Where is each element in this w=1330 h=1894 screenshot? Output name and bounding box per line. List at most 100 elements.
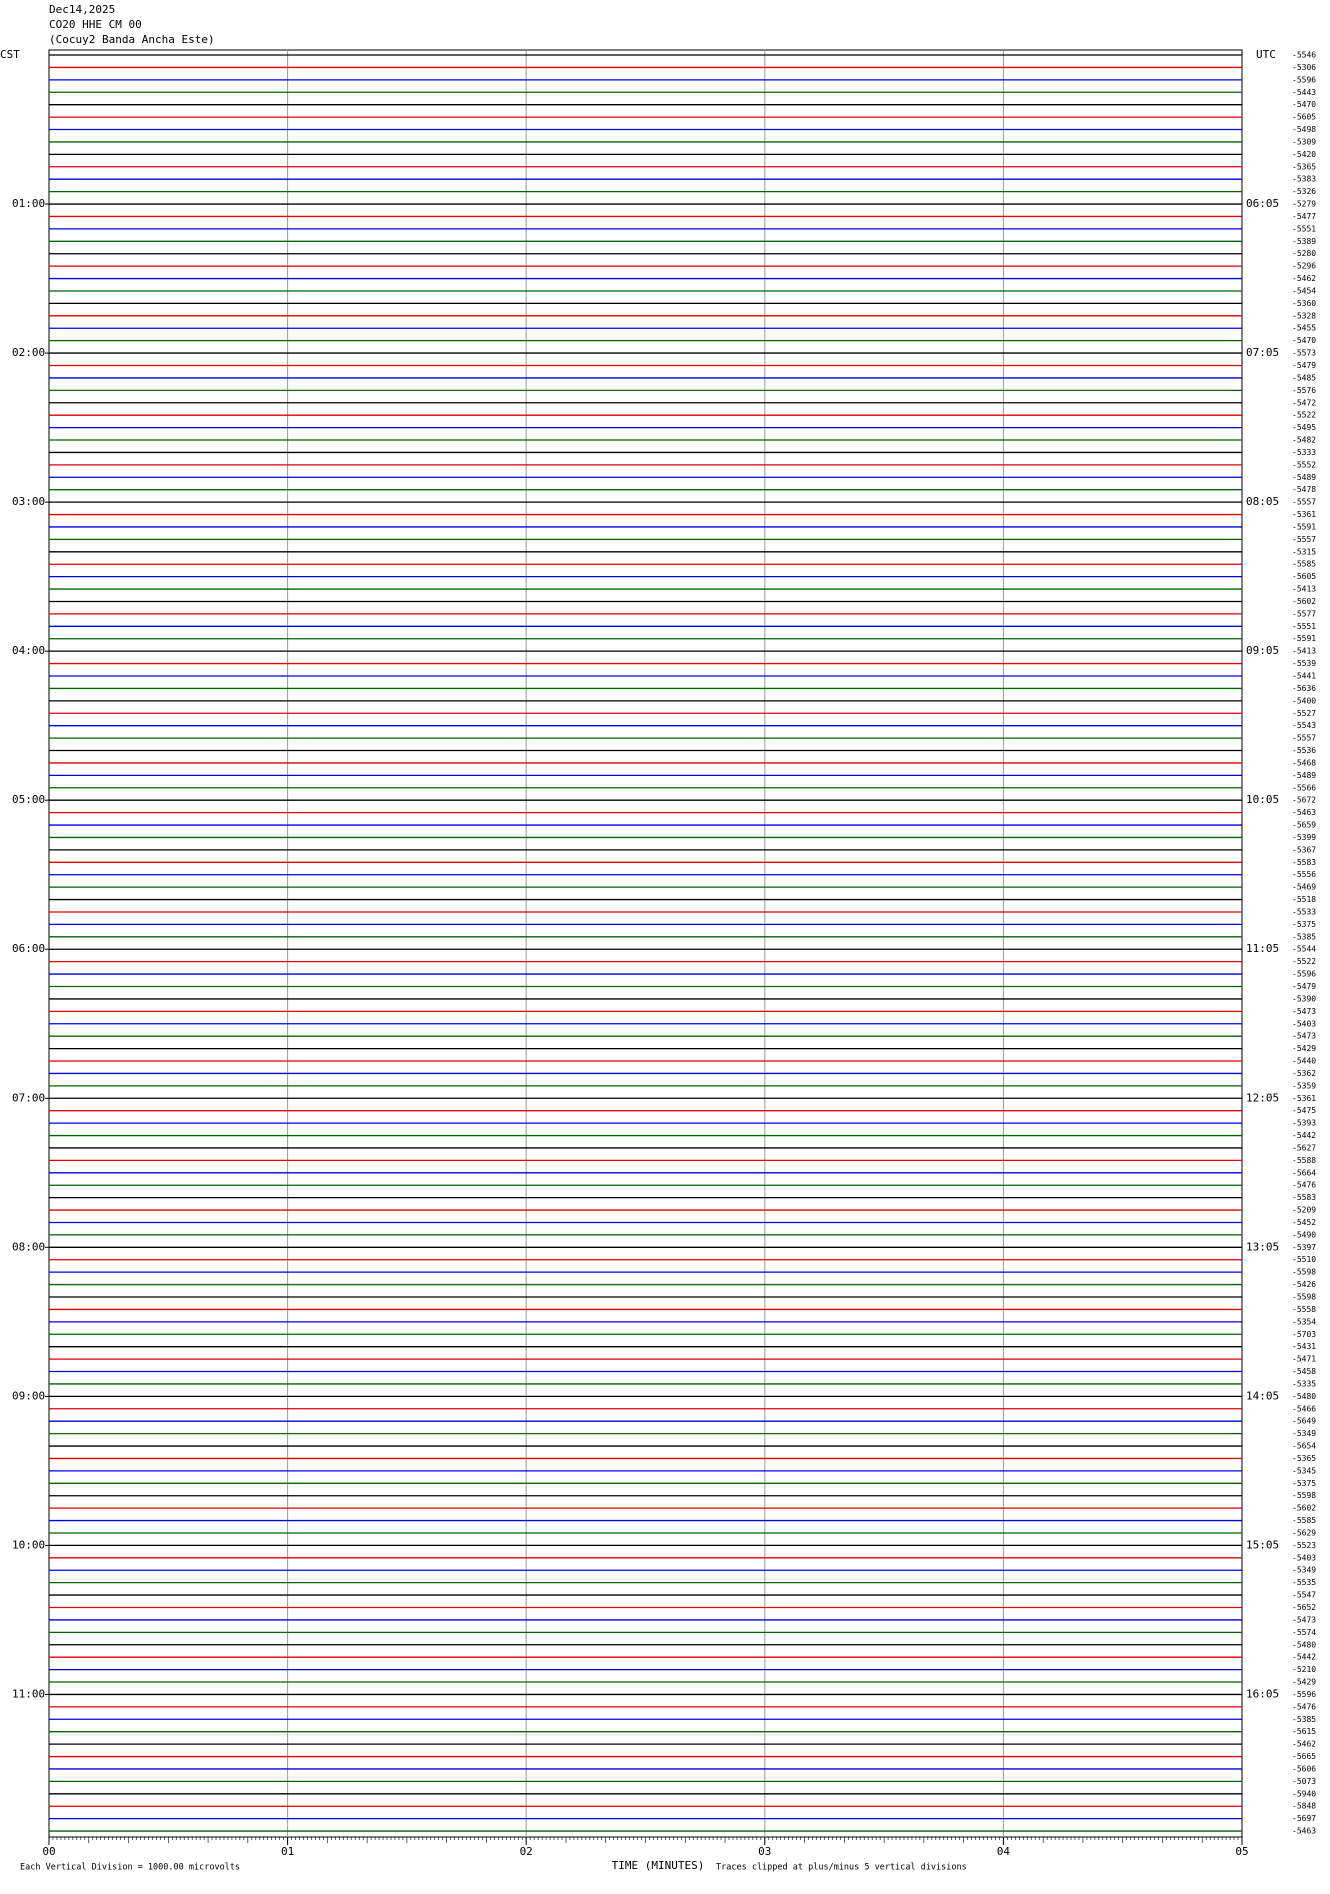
clip-note: Traces clipped at plus/minus 5 vertical … — [716, 1863, 967, 1873]
trace-offset: -5536 — [1292, 746, 1316, 755]
trace-offset: -5558 — [1292, 1305, 1316, 1314]
trace-offset: -5455 — [1292, 324, 1316, 333]
trace-offset: -5476 — [1292, 1181, 1316, 1190]
plot-frame — [48, 49, 1243, 1838]
trace-offset: -5495 — [1292, 423, 1316, 432]
cst-label: 06:00 — [12, 942, 45, 955]
trace-offset: -5672 — [1292, 796, 1316, 805]
trace-offset: -5471 — [1292, 1355, 1316, 1364]
trace-offset: -5665 — [1292, 1752, 1316, 1761]
cst-label: 08:00 — [12, 1240, 45, 1253]
x-tick-label: 03 — [758, 1845, 771, 1858]
trace-offset: -5489 — [1292, 771, 1316, 780]
trace-offset: -5533 — [1292, 907, 1316, 916]
trace-offset: -5479 — [1292, 982, 1316, 991]
trace-offset: -5315 — [1292, 547, 1316, 556]
trace-offset: -5349 — [1292, 1566, 1316, 1575]
utc-label: 16:05 — [1246, 1687, 1279, 1700]
trace-offset: -5552 — [1292, 460, 1316, 469]
trace-offset: -5365 — [1292, 162, 1316, 171]
trace-offset: -5596 — [1292, 970, 1316, 979]
trace-offset: -5557 — [1292, 535, 1316, 544]
trace-offset: -5279 — [1292, 200, 1316, 209]
trace-offset: -5296 — [1292, 262, 1316, 271]
x-tick-label: 05 — [1235, 1845, 1248, 1858]
trace-offset: -5940 — [1292, 1789, 1316, 1798]
trace-offset: -5649 — [1292, 1417, 1316, 1426]
trace-offset: -5466 — [1292, 1404, 1316, 1413]
trace-offset: -5478 — [1292, 485, 1316, 494]
trace-offset: -5480 — [1292, 1392, 1316, 1401]
cst-label: 11:00 — [12, 1687, 45, 1700]
trace-offset: -5429 — [1292, 1678, 1316, 1687]
trace-offset: -5367 — [1292, 845, 1316, 854]
trace-offset: -5598 — [1292, 1268, 1316, 1277]
trace-offset: -5470 — [1292, 100, 1316, 109]
trace-offset: -5476 — [1292, 1702, 1316, 1711]
trace-offset: -5588 — [1292, 1156, 1316, 1165]
trace-offset: -5473 — [1292, 1032, 1316, 1041]
trace-offset: -5615 — [1292, 1727, 1316, 1736]
trace-offset: -5452 — [1292, 1218, 1316, 1227]
trace-offset: -5462 — [1292, 274, 1316, 283]
trace-offset: -5585 — [1292, 1516, 1316, 1525]
trace-offset: -5463 — [1292, 1827, 1316, 1836]
trace-offset: -5591 — [1292, 634, 1316, 643]
trace-offset: -5627 — [1292, 1143, 1316, 1152]
cst-label: 07:00 — [12, 1091, 45, 1104]
trace-offset: -5420 — [1292, 150, 1316, 159]
trace-offset: -5605 — [1292, 113, 1316, 122]
trace-offset: -5510 — [1292, 1255, 1316, 1264]
trace-offset: -5480 — [1292, 1640, 1316, 1649]
trace-offset: -5383 — [1292, 175, 1316, 184]
trace-offset: -5349 — [1292, 1429, 1316, 1438]
cst-label: 05:00 — [12, 793, 45, 806]
trace-offset: -5596 — [1292, 75, 1316, 84]
trace-offset: -5335 — [1292, 1379, 1316, 1388]
trace-offset: -5522 — [1292, 957, 1316, 966]
trace-offset: -5498 — [1292, 125, 1316, 134]
utc-label: 15:05 — [1246, 1538, 1279, 1551]
station: CO20 HHE CM 00 — [49, 18, 142, 31]
site: (Cocuy2 Banda Ancha Este) — [49, 33, 215, 46]
trace-offset: -5463 — [1292, 808, 1316, 817]
trace-offset: -5596 — [1292, 1690, 1316, 1699]
x-tick-label: 04 — [997, 1845, 1011, 1858]
cst-label: 03:00 — [12, 495, 45, 508]
utc-label: 13:05 — [1246, 1240, 1279, 1253]
utc-label: 06:05 — [1246, 197, 1279, 210]
trace-offset: -5583 — [1292, 1193, 1316, 1202]
trace-offset: -5475 — [1292, 1106, 1316, 1115]
trace-offset: -5697 — [1292, 1814, 1316, 1823]
trace-offset: -5403 — [1292, 1553, 1316, 1562]
trace-offset: -5354 — [1292, 1317, 1316, 1326]
x-axis-title: TIME (MINUTES) — [612, 1859, 705, 1872]
trace-offset: -5306 — [1292, 63, 1316, 72]
trace-offset: -5326 — [1292, 187, 1316, 196]
trace-offset: -5490 — [1292, 1230, 1316, 1239]
trace-offset: -5375 — [1292, 920, 1316, 929]
trace-offset: -5440 — [1292, 1057, 1316, 1066]
trace-offset: -5426 — [1292, 1280, 1316, 1289]
trace-offset: -5472 — [1292, 398, 1316, 407]
trace-offset: -5359 — [1292, 1081, 1316, 1090]
trace-offset: -5385 — [1292, 1715, 1316, 1724]
trace-offset: -5375 — [1292, 1479, 1316, 1488]
trace-offset: -5602 — [1292, 597, 1316, 606]
utc-title: UTC — [1256, 48, 1276, 61]
trace-offset: -5477 — [1292, 212, 1316, 221]
trace-offset: -5544 — [1292, 945, 1316, 954]
trace-offset: -5328 — [1292, 311, 1316, 320]
trace-offset: -5458 — [1292, 1367, 1316, 1376]
trace-offset: -5473 — [1292, 1615, 1316, 1624]
trace-offset: -5566 — [1292, 783, 1316, 792]
trace-offset: -5360 — [1292, 299, 1316, 308]
trace-offset: -5557 — [1292, 498, 1316, 507]
trace-offset: -5489 — [1292, 473, 1316, 482]
trace-offset: -5591 — [1292, 522, 1316, 531]
trace-offset: -5431 — [1292, 1342, 1316, 1351]
trace-offset: -5429 — [1292, 1044, 1316, 1053]
trace-offset: -5479 — [1292, 361, 1316, 370]
trace-offset: -5577 — [1292, 609, 1316, 618]
